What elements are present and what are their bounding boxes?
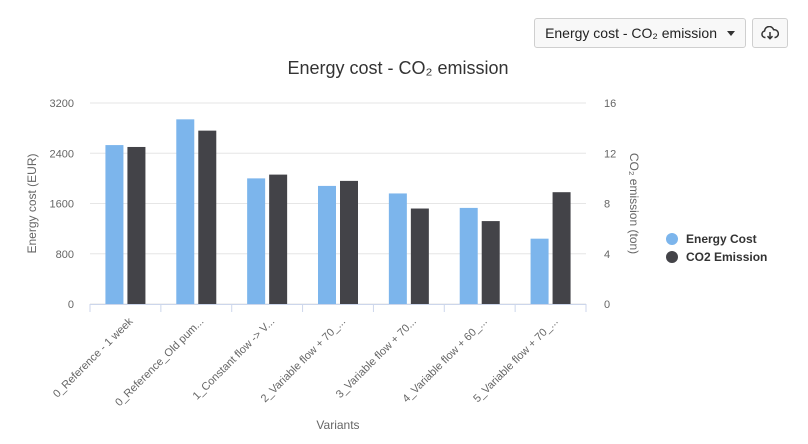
x-tick-label: 0_Reference - 1 week [51,315,136,400]
chart-toolbar: Energy cost - CO₂ emission [534,18,788,48]
chart-title: Energy cost - CO₂ emission [287,58,509,78]
bar-energy-cost [176,119,195,304]
x-axis-title: Variants [316,418,359,432]
legend-marker-co2-emission [666,251,678,263]
bar-co2-emission [340,180,358,304]
bar-co2-emission [481,221,500,304]
y-tick-label-right: 8 [604,199,610,211]
bar-co2-emission [198,130,217,304]
y-tick-label-left: 3200 [50,98,74,110]
y-tick-label-left: 800 [56,249,74,261]
legend-label-co2-emission: CO2 Emission [686,250,768,264]
y-axis-title-right: CO₂ emission (ton) [627,153,641,254]
chart-type-selector[interactable]: Energy cost - CO₂ emission [534,18,746,48]
bar-energy-cost [105,145,124,304]
bar-co2-emission [269,174,288,304]
caret-down-icon [727,30,735,36]
bar-energy-cost [318,185,336,304]
x-tick-label: 1_Constant flow -> V... [191,316,278,403]
bar-co2-emission [552,192,571,304]
bar-energy-cost [247,178,266,304]
bar-co2-emission [410,208,429,304]
y-tick-label-left: 0 [68,299,74,311]
legend-item-energy-cost[interactable]: Energy Cost [666,230,767,248]
chart-legend: Energy Cost CO2 Emission [666,230,767,266]
x-tick-label: 3_Variable flow + 70... [334,316,419,401]
y-tick-label-right: 12 [604,148,616,160]
legend-label-energy-cost: Energy Cost [686,232,757,246]
chart-type-selector-label: Energy cost - CO₂ emission [545,25,717,41]
y-tick-label-left: 1600 [50,199,74,211]
bar-energy-cost [459,207,478,304]
bar-co2-emission [127,146,146,304]
bar-energy-cost [530,238,549,304]
y-axis-title-left: Energy cost (EUR) [25,153,39,253]
bar-energy-cost [388,193,407,304]
y-tick-label-right: 16 [604,98,616,110]
y-tick-label-left: 2400 [50,148,74,160]
download-button[interactable] [752,18,788,48]
legend-marker-energy-cost [666,233,678,245]
y-tick-label-right: 4 [604,249,610,261]
legend-item-co2-emission[interactable]: CO2 Emission [666,248,767,266]
y-tick-label-right: 0 [604,299,610,311]
cloud-download-icon [761,26,779,40]
